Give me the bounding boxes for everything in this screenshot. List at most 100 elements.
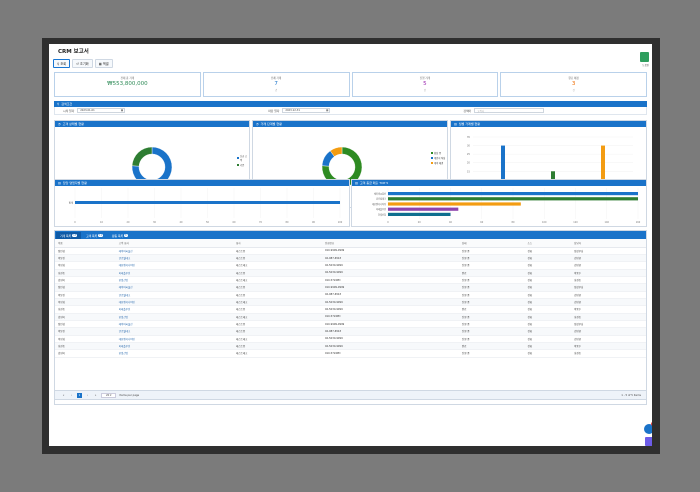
table-cell: 에이비씨물산 xyxy=(115,247,233,255)
bar xyxy=(388,207,459,211)
add-fab-button[interactable] xyxy=(645,437,652,446)
kpi-cards: 전체 총 거래 ₩553,800,000 전체 거래 7 건 진행 거래 5 건 완료 예… xyxy=(54,72,647,97)
help-label: 도움말 xyxy=(642,64,649,67)
table-cell: 정상무님 xyxy=(571,320,646,329)
table-row[interactable]: 박동민 글로벌테크 테스트용 02-987-6543 진행 중 전화 김영현 xyxy=(55,327,646,336)
end-date-input[interactable]: 2023-12-31 ▦ xyxy=(282,108,331,113)
table-cell: 테스트용 xyxy=(232,283,322,292)
table-cell: 진행 중 xyxy=(458,254,525,263)
table-cell: 진행 중 xyxy=(458,313,525,321)
tab-deals[interactable]: 거래 목록 13 xyxy=(56,232,81,239)
page-size-select[interactable]: 20 ▾ xyxy=(101,392,117,398)
table-header-row: 이름 고객 회사 회사 전화번호 상태 소스 담당자 xyxy=(55,239,646,248)
tab-customers[interactable]: 고객 목록 11 xyxy=(85,233,103,238)
column-header[interactable]: 상태 xyxy=(458,239,525,248)
help-button[interactable] xyxy=(640,52,649,62)
table-cell: 테스트용 xyxy=(232,320,322,329)
table-cell: 한빛산업 xyxy=(115,313,233,321)
table-cell: 이영희 xyxy=(55,335,116,343)
tab-activities[interactable]: 활동 목록 8 xyxy=(111,233,128,238)
table-cell: 박용수 xyxy=(571,342,646,351)
table-row[interactable]: 박동민 글로벌테크 테스트용 02-987-6543 진행 중 전화 김영현 xyxy=(55,291,646,299)
table-row[interactable]: 이영희 대한엔지니어링 테스트테크 02-5030-9999 진행 중 전화 김영현 xyxy=(55,335,646,343)
column-header[interactable]: 고객 회사 xyxy=(115,239,233,248)
y-tick-label: 35 xyxy=(467,135,471,139)
table-cell: 전화 xyxy=(524,298,572,307)
prev-page-button[interactable]: ‹ xyxy=(70,393,73,397)
table-cell: 홍길동 xyxy=(571,313,646,321)
filter-panel: ⚲ 검색조건 시작 일자 2023-01-01 ▦ 마감 일자 2023-12-31… xyxy=(54,101,647,115)
table-cell: 미래솔루션 xyxy=(115,305,233,314)
column-header[interactable]: 소스 xyxy=(524,239,572,248)
table-cell: 테스트용 xyxy=(232,247,322,255)
table-row[interactable]: 정민성 에이비씨물산 테스트용 010-9999-9999 진행 중 전화 정상무님 xyxy=(55,283,646,292)
chart-icon: ▥ xyxy=(454,122,457,126)
panel-header: ◔ 고객 상태별 현황 xyxy=(55,121,249,127)
table-cell: 전화 xyxy=(524,283,572,292)
x-tick-label: 60 xyxy=(233,221,236,224)
table-cell: 테스트용 xyxy=(232,291,322,299)
bar xyxy=(601,145,605,197)
panel-header: ◔ 거래 단계별 현황 xyxy=(253,121,447,127)
table-cell: 전화 xyxy=(524,291,572,299)
table-cell: 진행 중 xyxy=(458,291,525,299)
crm-report-screen: CRM 보고서 ⚲ 조회 ↺ 초기화 ▦ 엑셀 도움말 전체 총 거래 ₩553,800… xyxy=(49,44,652,446)
table-row[interactable]: 김영미 한빛산업 테스트테크 010-5724PD 진행 중 전화 홍길동 xyxy=(55,349,646,358)
table-row[interactable]: 홍길동 미래솔루션 테스트용 02-5030-9999 완료 전화 박용수 xyxy=(55,305,646,314)
table-cell: 전화 xyxy=(524,261,572,270)
search-label: 검색어 xyxy=(463,108,472,113)
search-icon: ⚲ xyxy=(57,61,60,66)
table-cell: 에이비씨물산 xyxy=(115,283,233,292)
table-row[interactable]: 홍길동 미래솔루션 테스트용 02-5030-9999 완료 전화 박용수 xyxy=(55,269,646,277)
table-cell: 정상무님 xyxy=(571,283,646,292)
table-cell: 미래솔루션 xyxy=(115,342,233,351)
table-cell: 전화 xyxy=(524,269,572,277)
table-row[interactable]: 이영희 대한엔지니어링 테스트테크 02-5030-9999 진행 중 전화 김영현 xyxy=(55,298,646,307)
y-tick-label: 글로벌테크 xyxy=(376,197,386,201)
tab-search[interactable]: ⚲ 조회 xyxy=(53,59,71,68)
tab-excel[interactable]: ▦ 엑셀 xyxy=(94,59,113,68)
table-cell: 테스트용 xyxy=(232,342,322,351)
first-page-button[interactable]: « xyxy=(62,393,65,397)
search-input[interactable]: 고객사 xyxy=(474,108,545,113)
table-cell: 02-987-6543 xyxy=(321,327,459,336)
chart-icon: ◔ xyxy=(256,122,259,126)
table-cell: 대한엔지니어링 xyxy=(115,335,233,343)
filter-row: 시작 일자 2023-01-01 ▦ 마감 일자 2023-12-31 ▦ 검색어 … xyxy=(54,107,647,115)
table-cell: 02-5030-9999 xyxy=(321,269,459,277)
kpi-total-deals: 전체 거래 7 건 xyxy=(202,72,350,97)
table-row[interactable]: 박동민 글로벌테크 테스트용 02-987-6543 진행 중 전화 김영현 xyxy=(55,254,646,263)
x-tick-label: 60 xyxy=(480,221,483,224)
table-row[interactable]: 정민성 에이비씨물산 테스트용 010-9999-9999 진행 중 전화 정상무님 xyxy=(55,247,646,255)
column-header[interactable]: 회사 xyxy=(232,239,322,248)
legend-item: 신규 고객 xyxy=(237,154,249,162)
table-cell: 김영현 xyxy=(571,261,646,270)
last-page-button[interactable]: » xyxy=(94,393,97,397)
next-page-button[interactable]: › xyxy=(86,393,89,397)
tab-reset[interactable]: ↺ 초기화 xyxy=(72,59,93,68)
table-cell: 진행 중 xyxy=(458,349,525,358)
table-cell: 김영현 xyxy=(571,254,646,263)
x-tick-label: 100 xyxy=(338,221,343,224)
column-header[interactable]: 전화번호 xyxy=(321,239,459,248)
table-row[interactable]: 김영미 한빛산업 테스트테크 010-5724PD 진행 중 전화 홍길동 xyxy=(55,276,646,285)
kpi-due: 완료 예정 3 건 xyxy=(500,72,647,97)
table-cell: 김영미 xyxy=(55,349,116,358)
calendar-icon: ▦ xyxy=(326,109,329,112)
table-row[interactable]: 이영희 대한엔지니어링 테스트테크 02-5030-9999 진행 중 전화 김영현 xyxy=(55,261,646,270)
kpi-total-amount: 전체 총 거래 ₩553,800,000 xyxy=(54,72,201,97)
table-row[interactable]: 홍길동 미래솔루션 테스트용 02-5030-9999 완료 전화 박용수 xyxy=(55,342,646,351)
table-cell: 글로벌테크 xyxy=(115,327,233,336)
start-date-input[interactable]: 2023-01-01 ▦ xyxy=(77,108,126,113)
column-header[interactable]: 이름 xyxy=(55,239,116,248)
page-1-button[interactable]: 1 xyxy=(77,392,82,398)
view-fab-button[interactable]: 9 xyxy=(644,422,652,434)
x-tick-label: 40 xyxy=(449,221,452,224)
deals-table: 이름 고객 회사 회사 전화번호 상태 소스 담당자 정민성 에이비씨물산 테스트용 010-99… xyxy=(55,239,646,358)
table-cell: 박용수 xyxy=(571,305,646,314)
table-row[interactable]: 김영미 한빛산업 테스트테크 010-5724PD 진행 중 전화 홍길동 xyxy=(55,313,646,321)
table-cell: 010-9999-9999 xyxy=(321,320,459,329)
table-row[interactable]: 정민성 에이비씨물산 테스트용 010-9999-9999 진행 중 전화 정상무님 xyxy=(55,320,646,329)
column-header[interactable]: 담당자 xyxy=(571,239,646,248)
filter-header: ⚲ 검색조건 xyxy=(54,101,647,107)
